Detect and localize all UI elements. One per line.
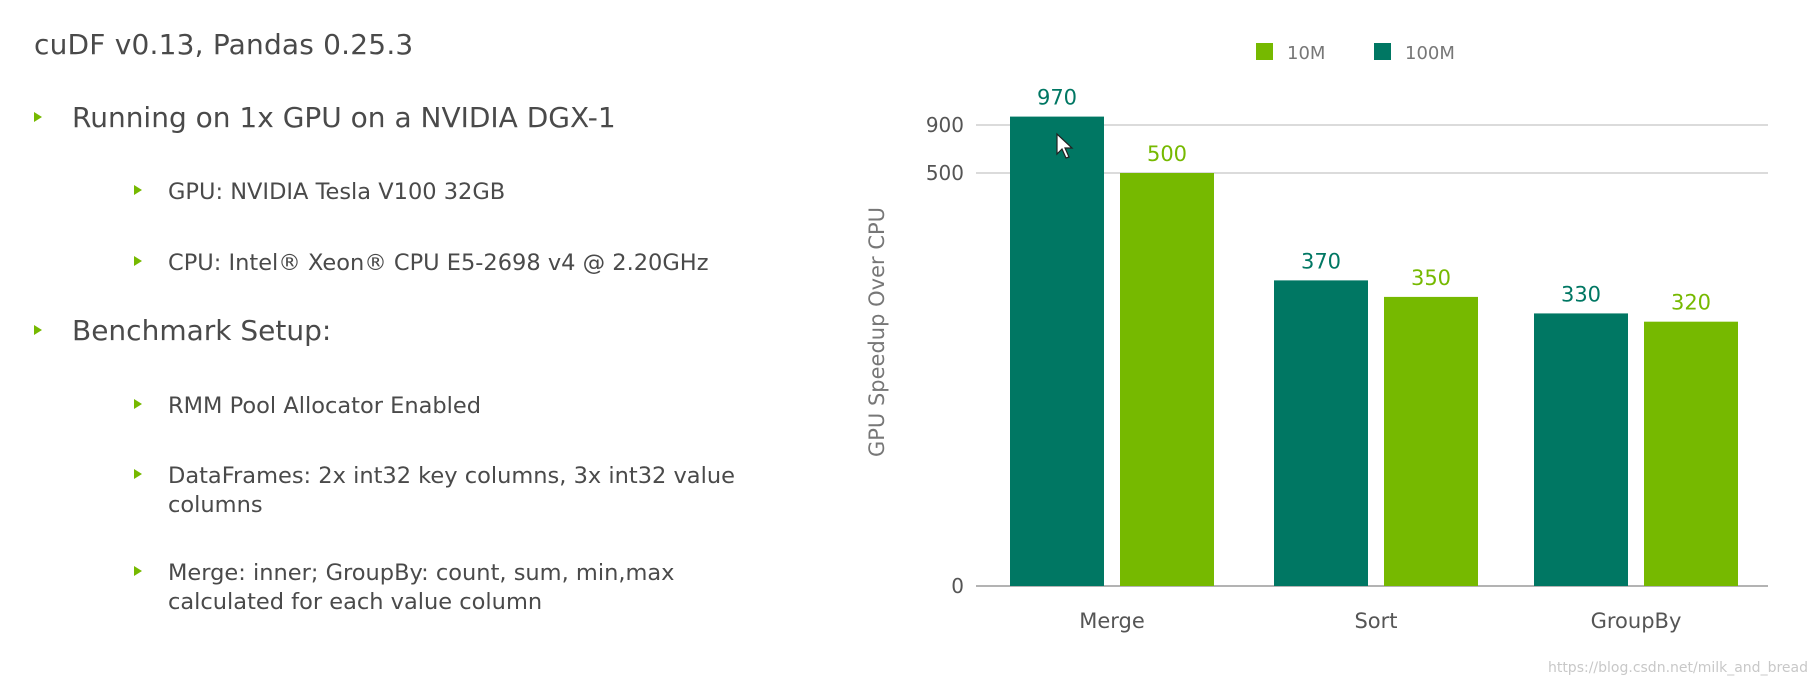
y-tick-label: 0 xyxy=(951,574,964,598)
bullet-item: Benchmark Setup: xyxy=(34,314,331,347)
bullet-text: DataFrames: 2x int32 key columns, 3x int… xyxy=(168,463,735,518)
bullet-item: Running on 1x GPU on a NVIDIA DGX-1 xyxy=(34,101,616,134)
data-label: 330 xyxy=(1561,282,1601,306)
bullet-item: Merge: inner; GroupBy: count, sum, min,m… xyxy=(134,559,794,617)
watermark: https://blog.csdn.net/milk_and_bread xyxy=(1547,660,1808,676)
y-axis-label: GPU Speedup Over CPU xyxy=(865,207,889,457)
bullet-triangle-icon xyxy=(134,399,142,409)
x-tick-label: Sort xyxy=(1354,609,1397,633)
bar-chart: 0 500 900 GPU Speedup Over CPU 970 500 Merge 37… xyxy=(840,0,1816,684)
bullet-item: CPU: Intel® Xeon® CPU E5-2698 v4 @ 2.20G… xyxy=(134,249,709,278)
bullet-text: Merge: inner; GroupBy: count, sum, min,m… xyxy=(168,560,675,615)
bullet-item: RMM Pool Allocator Enabled xyxy=(134,392,481,421)
data-label: 370 xyxy=(1301,249,1341,273)
bullet-text: CPU: Intel® Xeon® CPU E5-2698 v4 @ 2.20G… xyxy=(168,250,709,276)
slide-title: cuDF v0.13, Pandas 0.25.3 xyxy=(34,28,414,61)
bar-100m-sort xyxy=(1274,280,1368,586)
data-label: 350 xyxy=(1411,266,1451,290)
bar-100m-groupby xyxy=(1534,313,1628,586)
data-label: 970 xyxy=(1037,86,1077,110)
data-label: 320 xyxy=(1671,291,1711,315)
bullet-text: Running on 1x GPU on a NVIDIA DGX-1 xyxy=(72,101,616,134)
bullet-item: GPU: NVIDIA Tesla V100 32GB xyxy=(134,178,505,207)
bullet-text: GPU: NVIDIA Tesla V100 32GB xyxy=(168,179,506,205)
bar-100m-merge xyxy=(1010,116,1104,586)
x-tick-label: Merge xyxy=(1079,609,1145,633)
bar-10m-groupby xyxy=(1644,321,1738,586)
legend-swatch xyxy=(1256,43,1273,60)
bullet-triangle-icon xyxy=(34,325,42,335)
bullet-triangle-icon xyxy=(134,469,142,479)
bullet-list: Running on 1x GPU on a NVIDIA DGX-1 GPU:… xyxy=(0,0,820,684)
bullet-text: Benchmark Setup: xyxy=(72,314,332,347)
legend-swatch xyxy=(1374,43,1391,60)
data-label: 500 xyxy=(1147,142,1187,166)
x-tick-label: GroupBy xyxy=(1591,609,1682,633)
bullet-triangle-icon xyxy=(34,112,42,122)
bullet-item: DataFrames: 2x int32 key columns, 3x int… xyxy=(134,462,794,520)
y-tick-label: 500 xyxy=(926,161,964,185)
bar-10m-sort xyxy=(1384,296,1478,586)
bullet-text: RMM Pool Allocator Enabled xyxy=(168,393,482,419)
y-tick-label: 900 xyxy=(926,113,964,137)
legend-label: 100M xyxy=(1405,43,1455,64)
bullet-triangle-icon xyxy=(134,185,142,195)
chart-canvas: 0 500 900 GPU Speedup Over CPU 970 500 Merge 37… xyxy=(865,43,1768,633)
bullet-triangle-icon xyxy=(134,566,142,576)
legend-label: 10M xyxy=(1287,43,1325,64)
bullet-triangle-icon xyxy=(134,256,142,266)
mouse-cursor-icon xyxy=(1056,132,1074,159)
bar-10m-merge xyxy=(1120,173,1214,586)
